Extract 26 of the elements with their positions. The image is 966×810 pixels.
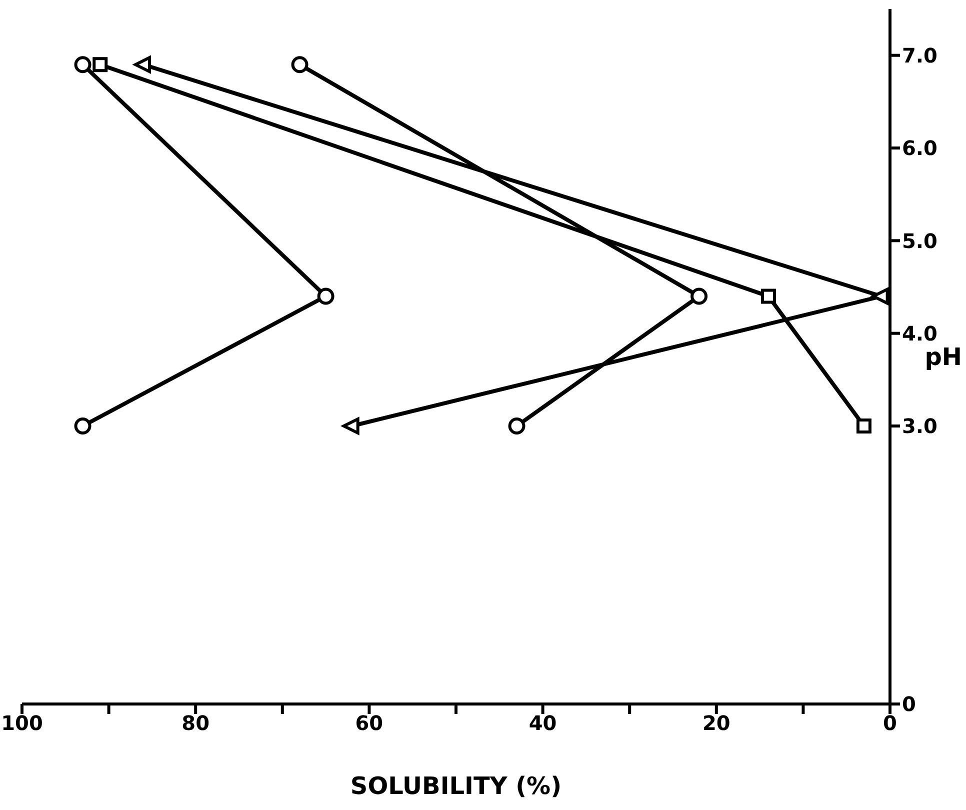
point bbox=[92, 57, 108, 72]
x-tick-label: 100 bbox=[1, 711, 43, 736]
y-axis-title: pH bbox=[924, 343, 962, 372]
point bbox=[508, 418, 526, 434]
point bbox=[872, 288, 889, 305]
y-tick-label: 3.0 bbox=[902, 414, 938, 438]
point bbox=[74, 56, 92, 74]
y-tick-label: 6.0 bbox=[902, 136, 938, 160]
point bbox=[342, 418, 360, 434]
x-tick-label: 20 bbox=[702, 711, 730, 736]
x-tick-label: 60 bbox=[355, 711, 384, 736]
point bbox=[690, 288, 708, 305]
point bbox=[74, 418, 92, 434]
x-tick-label: 40 bbox=[528, 711, 557, 736]
y-tick-label: 5.0 bbox=[902, 228, 938, 253]
point bbox=[134, 56, 152, 74]
point bbox=[856, 418, 872, 434]
y-tick-label: 7.0 bbox=[902, 43, 938, 68]
point bbox=[291, 56, 308, 74]
y-tick-label: 0 bbox=[902, 692, 916, 716]
y-tick-label: 4.0 bbox=[902, 321, 938, 346]
x-axis-title: SOLUBILITY (%) bbox=[350, 772, 562, 800]
x-tick-label: 0 bbox=[883, 711, 897, 736]
point bbox=[760, 288, 776, 304]
x-tick-label: 80 bbox=[182, 711, 210, 736]
point bbox=[317, 288, 334, 305]
